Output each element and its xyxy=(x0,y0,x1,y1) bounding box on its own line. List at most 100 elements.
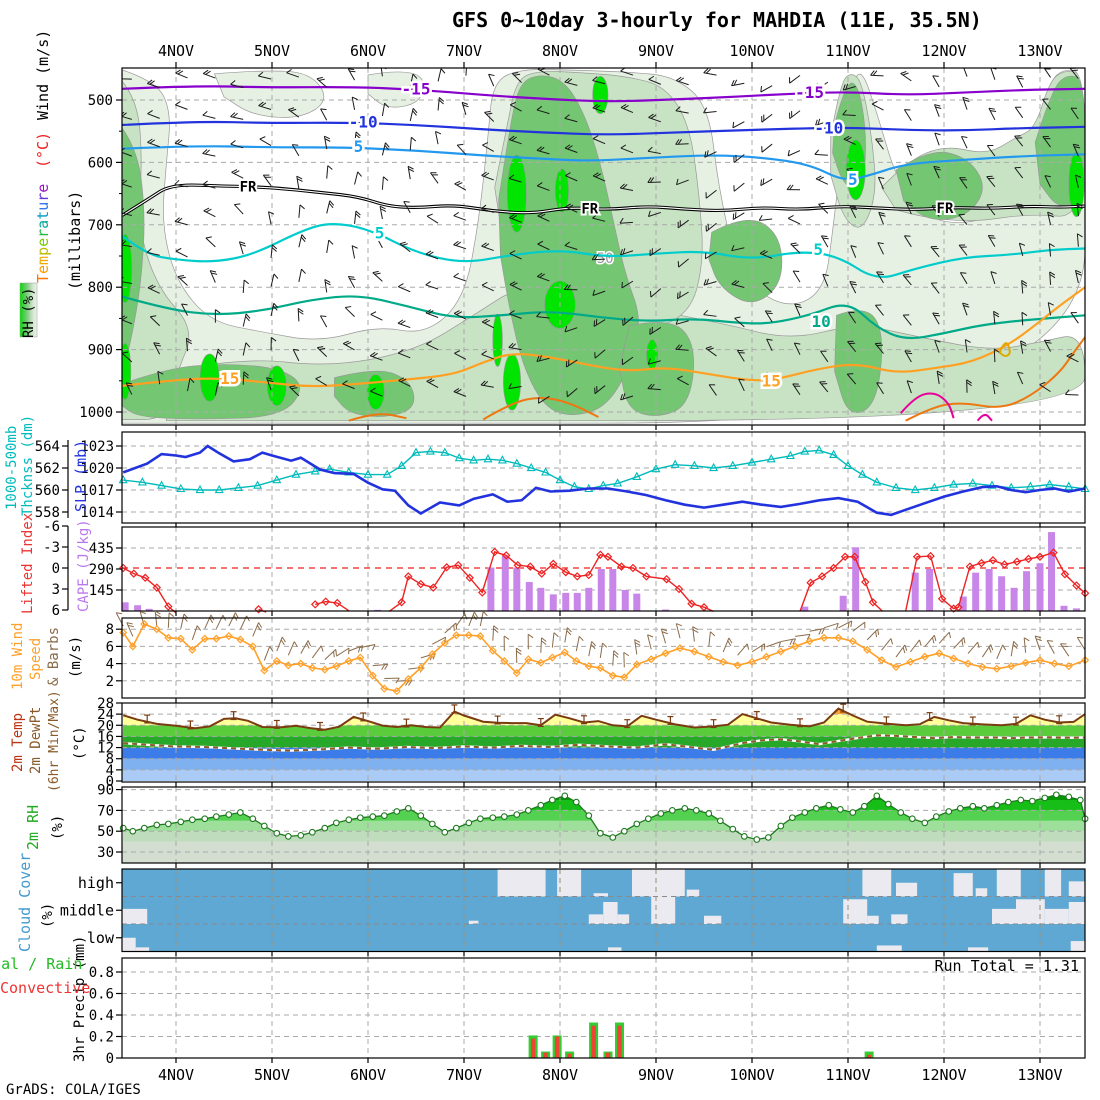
page-title: GFS 0~10day 3-hourly for MAHDIA (11E, 35… xyxy=(452,8,982,32)
grads-credit: GrADS: COLA/IGES xyxy=(6,1082,141,1098)
svg-text:Cloud Cover: Cloud Cover xyxy=(16,853,34,952)
svg-text:7NOV: 7NOV xyxy=(446,42,482,60)
svg-text:562: 562 xyxy=(35,461,60,477)
svg-text:20: 20 xyxy=(97,718,114,734)
svg-text:SLP (mb): SLP (mb) xyxy=(72,440,90,512)
svg-text:11NOV: 11NOV xyxy=(825,1066,870,1084)
svg-text:4NOV: 4NOV xyxy=(158,1066,194,1084)
temperature-label: Temperature xyxy=(34,184,52,283)
svg-text:290: 290 xyxy=(89,562,114,578)
svg-text:1000-500mb: 1000-500mb xyxy=(4,426,20,510)
svg-text:low: low xyxy=(87,929,115,947)
svg-text:5: 5 xyxy=(354,137,364,156)
svg-text:8NOV: 8NOV xyxy=(542,1066,578,1084)
svg-text:6NOV: 6NOV xyxy=(350,1066,386,1084)
svg-text:145: 145 xyxy=(89,583,114,599)
svg-text:8: 8 xyxy=(106,752,114,768)
svg-text:-10: -10 xyxy=(814,119,843,138)
panel-cape-li: -6 -3 0 3 6 435 290 145 xyxy=(43,519,1090,619)
svg-text:4: 4 xyxy=(106,657,114,673)
svg-text:1020: 1020 xyxy=(80,461,114,477)
svg-text:(6hr Min/Max): (6hr Min/Max) xyxy=(47,690,62,792)
svg-text:10: 10 xyxy=(811,312,830,331)
svg-text:(%): (%) xyxy=(40,903,56,928)
svg-text:RH (%): RH (%) xyxy=(21,287,37,338)
svg-text:24: 24 xyxy=(97,707,114,723)
svg-text:8: 8 xyxy=(106,622,114,638)
svg-text:15: 15 xyxy=(762,371,781,390)
svg-text:-15: -15 xyxy=(795,83,824,102)
svg-text:5: 5 xyxy=(375,224,385,243)
svg-text:70: 70 xyxy=(97,803,114,819)
svg-text:0.4: 0.4 xyxy=(89,1008,114,1024)
svg-text:Run Total = 1.31: Run Total = 1.31 xyxy=(935,957,1080,975)
precip-convective-label: Convective xyxy=(0,979,91,997)
svg-text:2: 2 xyxy=(106,674,114,690)
panel-cloud-cover: high middle low xyxy=(60,868,1086,957)
temp-bands xyxy=(122,708,1085,781)
svg-text:0.6: 0.6 xyxy=(89,987,114,1003)
svg-text:6: 6 xyxy=(52,603,60,619)
svg-text:2m Temp: 2m Temp xyxy=(10,713,26,772)
svg-text:-3: -3 xyxy=(43,540,60,556)
svg-text:0: 0 xyxy=(106,1051,114,1067)
svg-text:5NOV: 5NOV xyxy=(254,1066,290,1084)
svg-text:Thcknss (dm): Thcknss (dm) xyxy=(20,415,36,516)
svg-text:(°C): (°C) xyxy=(72,726,88,760)
svg-text:4: 4 xyxy=(106,763,114,779)
svg-text:10NOV: 10NOV xyxy=(729,42,774,60)
svg-text:0.2: 0.2 xyxy=(89,1030,114,1046)
svg-text:0: 0 xyxy=(52,561,60,577)
svg-text:30: 30 xyxy=(97,845,114,861)
svg-text:50: 50 xyxy=(597,251,614,267)
svg-text:12NOV: 12NOV xyxy=(921,42,966,60)
svg-text:2m DewPt: 2m DewPt xyxy=(28,707,44,774)
svg-text:800: 800 xyxy=(88,280,113,296)
svg-text:-10: -10 xyxy=(349,112,378,131)
svg-text:7NOV: 7NOV xyxy=(446,1066,482,1084)
svg-text:5: 5 xyxy=(813,240,823,259)
svg-text:0.8: 0.8 xyxy=(89,965,114,981)
svg-text:558: 558 xyxy=(35,505,60,521)
svg-text:435: 435 xyxy=(89,541,114,557)
svg-text:5NOV: 5NOV xyxy=(254,42,290,60)
svg-text:(°C): (°C) xyxy=(34,132,52,168)
svg-text:28: 28 xyxy=(97,696,114,712)
svg-text:(%): (%) xyxy=(50,815,66,840)
svg-text:1017: 1017 xyxy=(80,483,114,499)
svg-text:90: 90 xyxy=(97,783,114,799)
svg-text:(millibars): (millibars) xyxy=(66,191,84,290)
svg-text:9NOV: 9NOV xyxy=(638,42,674,60)
svg-text:middle: middle xyxy=(60,901,114,919)
svg-text:560: 560 xyxy=(35,483,60,499)
svg-text:-15: -15 xyxy=(402,79,431,98)
panel-wind10m: 86 42 xyxy=(106,610,1090,703)
svg-text:6: 6 xyxy=(106,639,114,655)
cross-section-shading xyxy=(122,69,1085,424)
svg-text:Speed: Speed xyxy=(28,638,44,680)
panel-rh2m: 90 70 50 30 xyxy=(97,783,1089,868)
svg-text:5: 5 xyxy=(848,170,858,189)
svg-text:10m Wind: 10m Wind xyxy=(10,623,26,690)
svg-text:FR: FR xyxy=(937,201,954,217)
svg-text:564: 564 xyxy=(35,439,60,455)
svg-text:12NOV: 12NOV xyxy=(921,1066,966,1084)
svg-text:10NOV: 10NOV xyxy=(729,1066,774,1084)
svg-text:1023: 1023 xyxy=(80,439,114,455)
svg-text:3: 3 xyxy=(52,582,60,598)
panel-cross-section: 50 -15 -15 -10 -10 5 5 5 5 10 15 15 FR FR FR 500 600 700 8… xyxy=(79,42,1086,430)
svg-text:16: 16 xyxy=(97,729,114,745)
svg-text:& Barbs: & Barbs xyxy=(46,627,62,686)
svg-text:9NOV: 9NOV xyxy=(638,1066,674,1084)
svg-text:500: 500 xyxy=(88,93,113,109)
svg-text:13NOV: 13NOV xyxy=(1017,42,1062,60)
svg-text:0: 0 xyxy=(106,774,114,790)
svg-text:2m RH: 2m RH xyxy=(24,805,42,850)
svg-text:FR: FR xyxy=(240,180,257,196)
svg-text:Lifted Index: Lifted Index xyxy=(20,513,36,614)
svg-text:-6: -6 xyxy=(43,519,60,535)
precip-total-rain-label: Total / Rain xyxy=(0,955,83,973)
